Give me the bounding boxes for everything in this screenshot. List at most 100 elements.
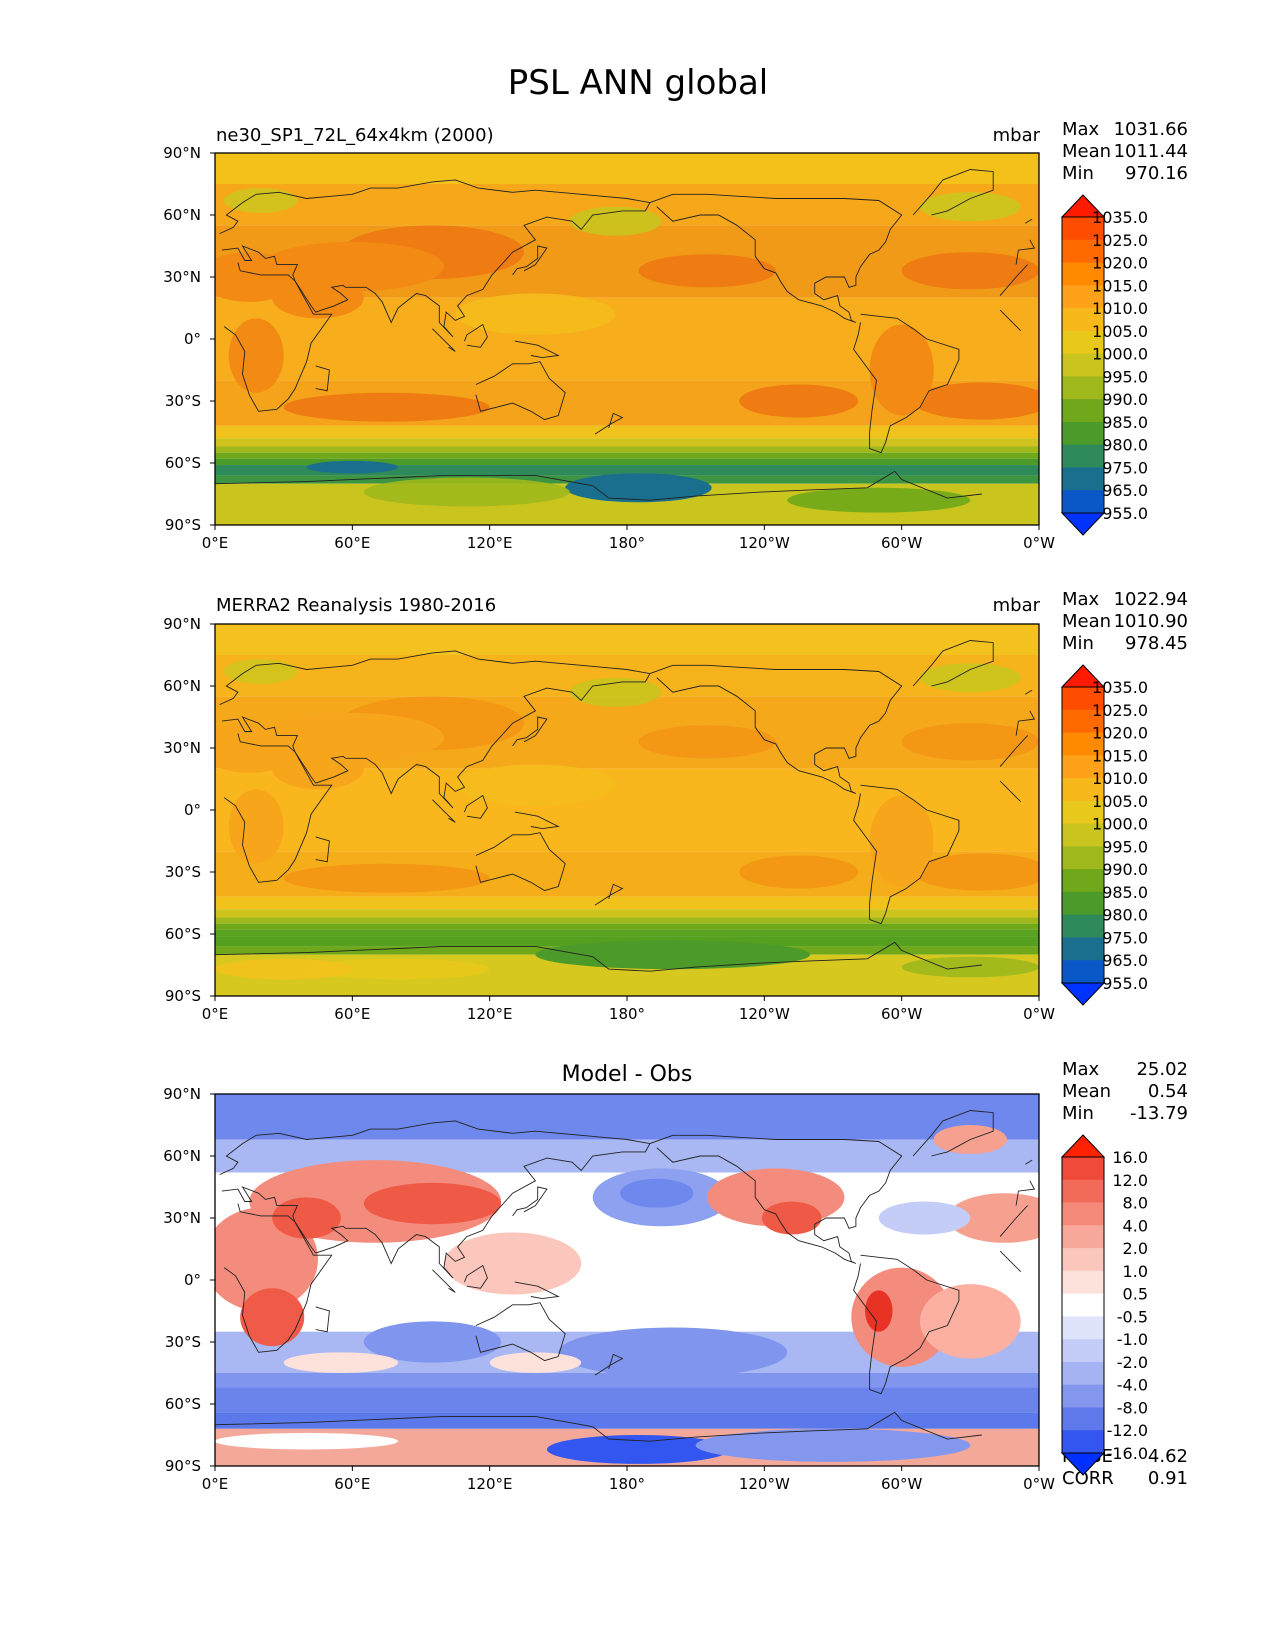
- coastline: [464, 794, 488, 819]
- colorbar-swatch: [1062, 869, 1104, 893]
- y-axis-obs: 90°N 60°N 30°N 0° 30°S 60°S 90°S: [163, 615, 215, 1005]
- colorbar-tick-label: -12.0: [1107, 1421, 1148, 1440]
- stats-obs: Max 1022.94 Mean 1010.90 Min 978.45: [1062, 589, 1188, 654]
- colorbar-tick-label: 1005.0: [1092, 322, 1148, 341]
- coastline: [215, 1411, 982, 1442]
- colorbar-tick-label: 1010.0: [1092, 299, 1148, 318]
- coastline: [464, 1264, 488, 1289]
- field-cell: [283, 392, 490, 422]
- field-band: [215, 917, 1039, 924]
- x-tick-label: 180°: [609, 1005, 645, 1023]
- coastline: [999, 264, 1028, 296]
- field-cell: [913, 382, 1039, 420]
- y-tick-label: 60°N: [163, 677, 201, 695]
- colorbar-tick-label: 1035.0: [1092, 208, 1148, 227]
- colorbar-swatch: [1062, 732, 1104, 756]
- colorbar-tick-label: 1035.0: [1092, 678, 1148, 697]
- colorbar-swatch: [1062, 1384, 1104, 1408]
- field-cell: [283, 1352, 399, 1373]
- units-model: mbar: [993, 125, 1041, 146]
- coastline: [1025, 689, 1033, 695]
- colorbar-swatch: [1062, 421, 1104, 446]
- map-field-obs: [215, 624, 1039, 996]
- stat-mean-value: 1010.90: [1114, 611, 1188, 632]
- stat-min-label: Min: [1062, 633, 1094, 654]
- coastline: [649, 1134, 903, 1264]
- colorbar-swatch: [1062, 1202, 1104, 1226]
- stat-mean-label: Mean: [1062, 611, 1111, 632]
- coastlines-obs: [215, 640, 1036, 996]
- field-band: [215, 153, 1039, 184]
- panel-obs: 90°N 60°N 30°N 0° 30°S 60°S 90°S 0°E 60°E 120°E 1…: [163, 589, 1188, 1023]
- map-field-diff: [215, 1094, 1039, 1466]
- y-tick-label: 30°S: [165, 863, 201, 881]
- x-tick-label: 60°W: [881, 1005, 923, 1023]
- y-tick-label: 60°N: [163, 1147, 201, 1165]
- x-tick-label: 0°E: [202, 1005, 229, 1023]
- stat-min-label: Min: [1062, 163, 1094, 184]
- coastline: [315, 836, 330, 863]
- y-tick-label: 0°: [184, 330, 201, 348]
- x-axis-diff: 0°E 60°E 120°E 180° 120°W 60°W 0°W: [202, 1466, 1055, 1493]
- field-band: [215, 452, 1039, 459]
- colorbar-obs: 1035.0 1025.0 1020.0 1015.0 1010.0 1005.0 1000…: [1060, 664, 1148, 1006]
- colorbar-swatch: [1062, 239, 1104, 264]
- coastline: [223, 1203, 333, 1353]
- field-band: [215, 458, 1039, 466]
- coastline: [432, 799, 456, 823]
- coastlines-model: [215, 169, 1036, 525]
- coastline: [649, 664, 903, 794]
- coastlines-diff: [215, 1110, 1036, 1466]
- colorbar-tick-label: 965.0: [1102, 481, 1148, 500]
- x-tick-label: 180°: [609, 534, 645, 552]
- field-cell: [739, 384, 859, 418]
- y-tick-label: 90°N: [163, 144, 201, 162]
- y-tick-label: 0°: [184, 801, 201, 819]
- colorbar-tick-label: 1020.0: [1092, 724, 1148, 743]
- y-tick-label: 0°: [184, 1271, 201, 1289]
- coastline: [432, 1269, 456, 1293]
- colorbar-swatch: [1062, 1293, 1104, 1317]
- stats-model: Max 1031.66 Mean 1011.44 Min 970.16: [1062, 119, 1188, 184]
- coastline: [912, 1110, 994, 1157]
- colorbar-tick-label: 1015.0: [1092, 746, 1148, 765]
- coastline: [1015, 710, 1036, 736]
- colorbar-swatch: [1062, 778, 1104, 802]
- field-cell: [913, 853, 1039, 891]
- units-obs: mbar: [993, 595, 1041, 616]
- coastline: [514, 340, 560, 359]
- x-tick-label: 120°E: [467, 1005, 513, 1023]
- coastline: [999, 735, 1028, 767]
- x-tick-label: 0°W: [1023, 534, 1055, 552]
- colorbar-swatch: [1062, 444, 1104, 468]
- coastline: [512, 245, 548, 276]
- stat-min-value: 970.16: [1125, 163, 1188, 184]
- y-tick-label: 30°S: [165, 1333, 201, 1351]
- colorbar-extend-max: [1060, 1134, 1106, 1158]
- x-tick-label: 0°W: [1023, 1475, 1055, 1493]
- y-tick-label: 90°S: [165, 516, 201, 534]
- y-tick-label: 90°S: [165, 1457, 201, 1475]
- field-cell: [306, 460, 399, 474]
- colorbar-tick-label: -2.0: [1117, 1353, 1148, 1372]
- field-band: [215, 624, 1039, 655]
- field-cell: [565, 473, 712, 503]
- x-tick-label: 60°E: [334, 1475, 370, 1493]
- field-cell: [947, 1193, 1039, 1243]
- coastline: [464, 323, 488, 348]
- colorbar-swatch: [1062, 353, 1104, 377]
- coastline: [223, 262, 333, 412]
- coastline: [1025, 1159, 1033, 1165]
- stat-mean-label: Mean: [1062, 1081, 1111, 1102]
- field-cell: [762, 1201, 822, 1235]
- coastline: [1015, 239, 1036, 265]
- coastline: [912, 640, 994, 687]
- coastline: [594, 883, 624, 906]
- stat-max-label: Max: [1062, 119, 1100, 140]
- colorbar-tick-label: 8.0: [1123, 1194, 1148, 1213]
- field-band: [215, 1387, 1039, 1413]
- x-tick-label: 0°E: [202, 1475, 229, 1493]
- coastline: [594, 1353, 624, 1376]
- colorbar-tick-label: 990.0: [1102, 390, 1148, 409]
- stat-min-label: Min: [1062, 1103, 1094, 1124]
